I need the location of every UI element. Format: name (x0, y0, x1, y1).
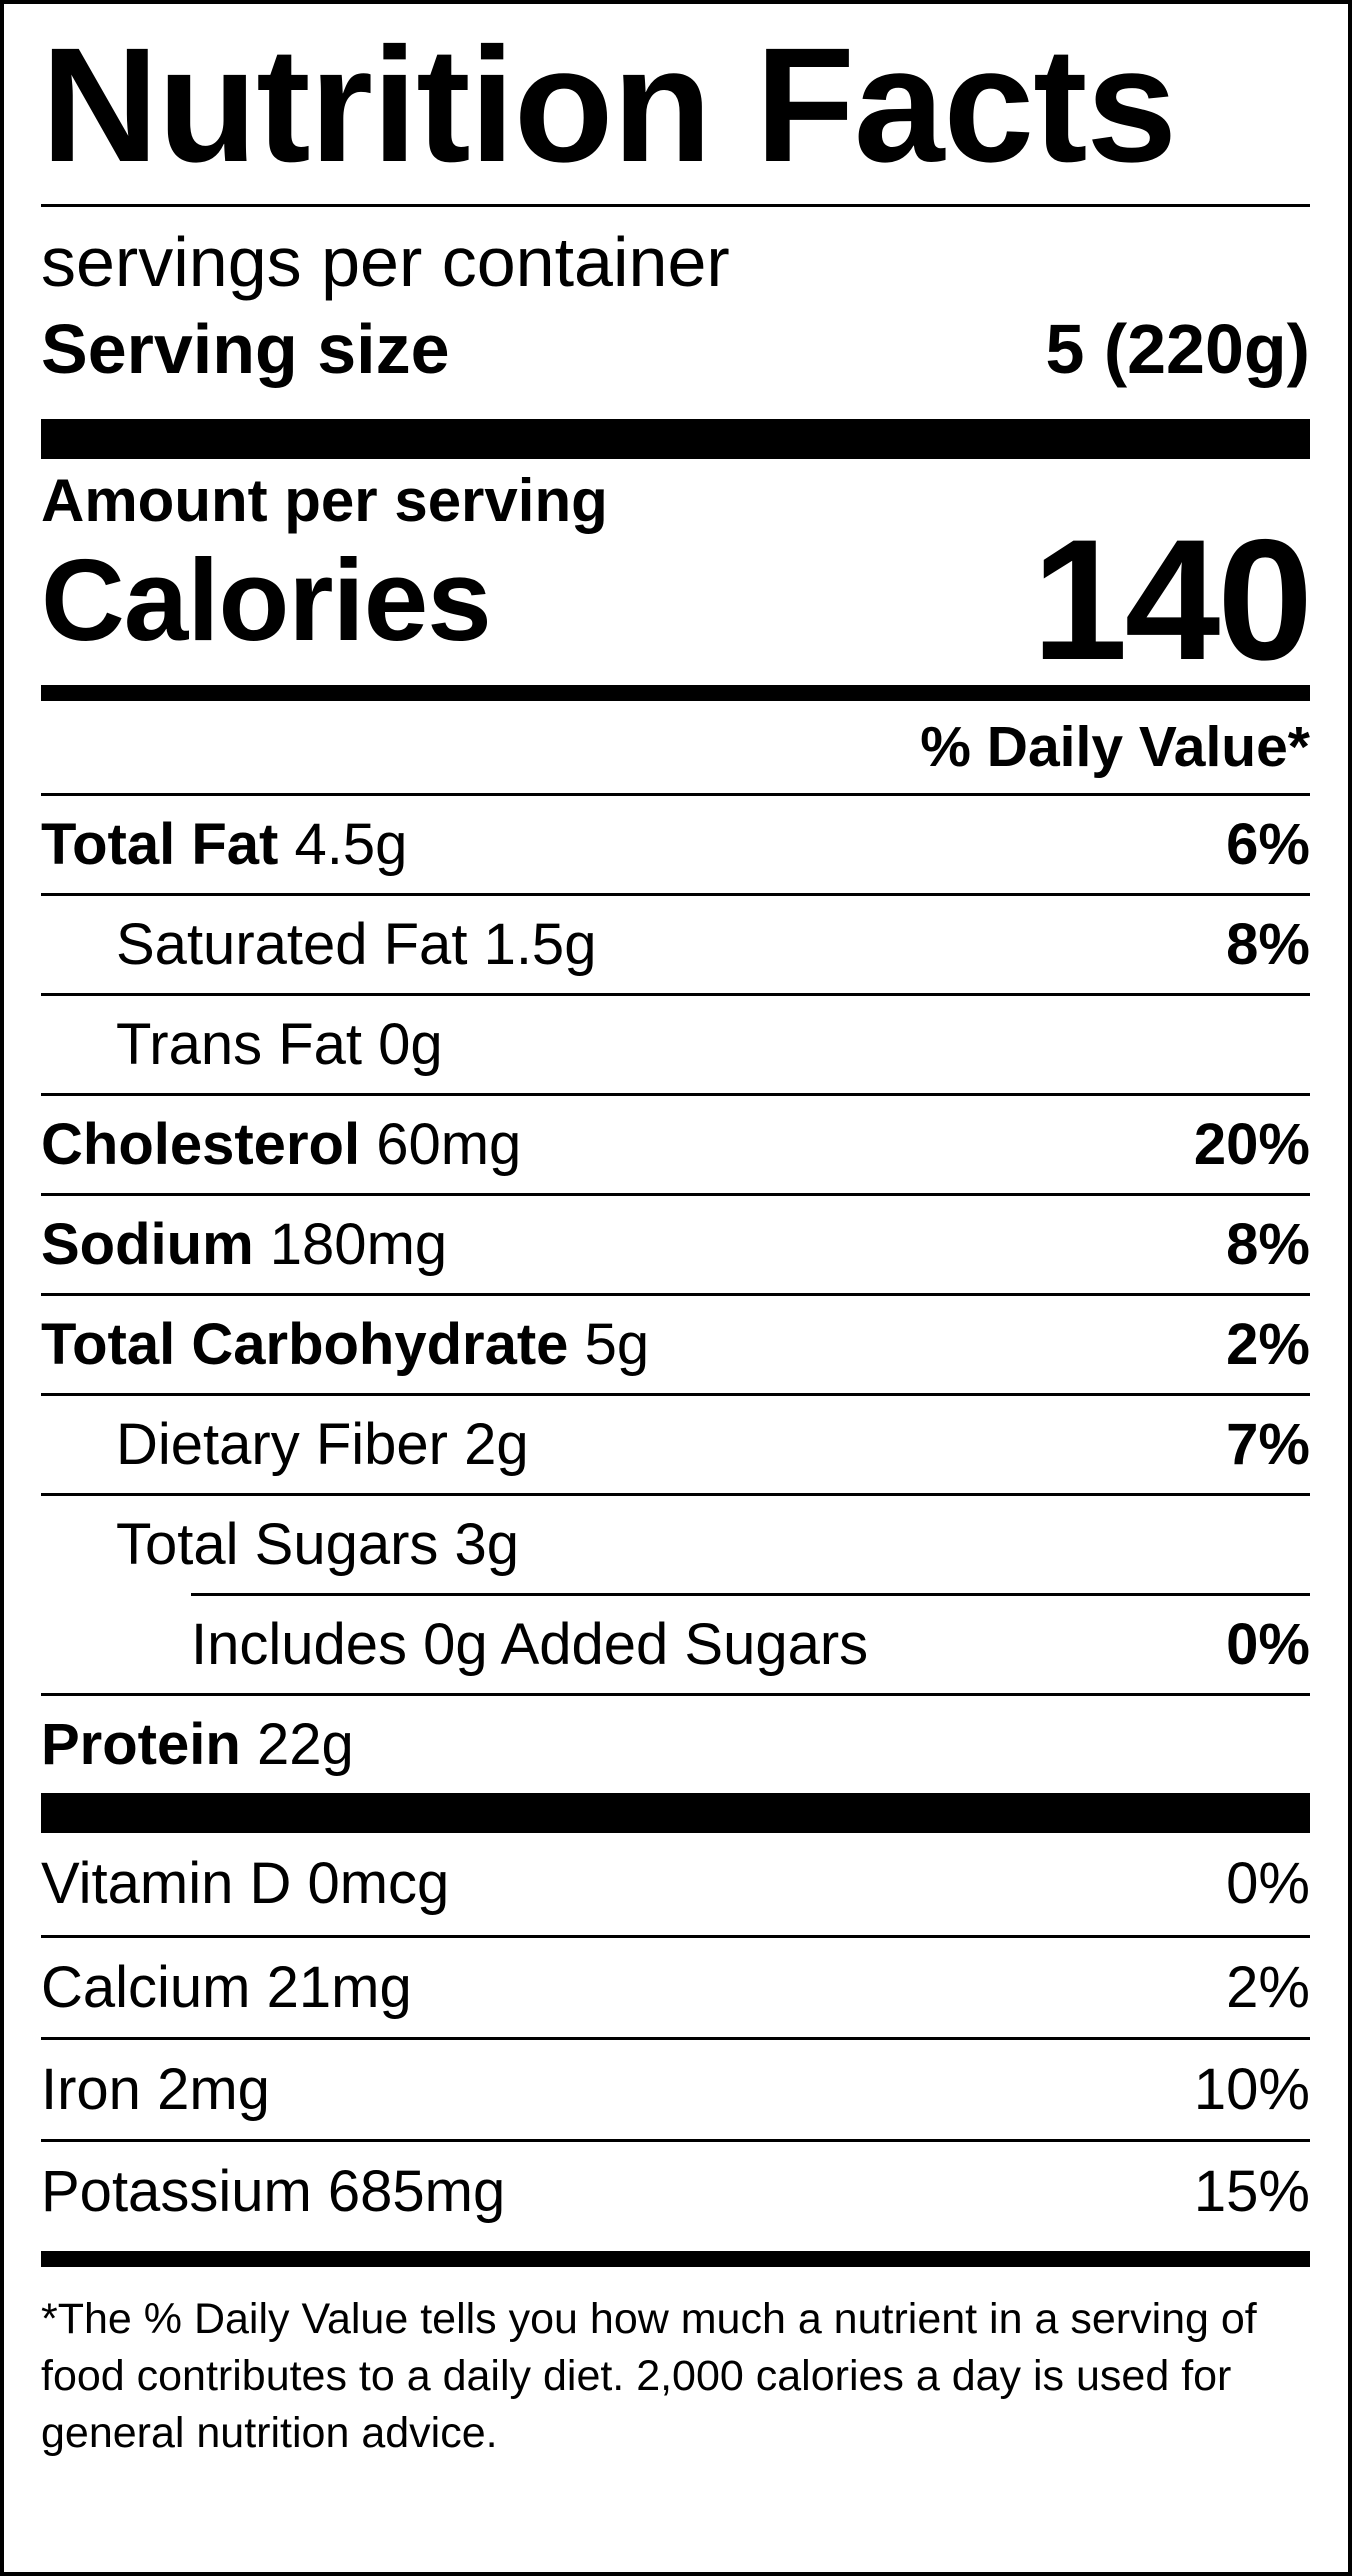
nutrient-amount: 4.5g (294, 811, 408, 877)
nutrient-daily-value: 8% (1226, 1211, 1310, 1277)
divider-medium (41, 2251, 1310, 2267)
vitamin-daily-value: 10% (1193, 2056, 1310, 2122)
nutrient-daily-value: 6% (1226, 811, 1310, 877)
nutrient-amount: 22g (256, 1711, 354, 1777)
nutrient-daily-value: 2% (1226, 1311, 1310, 1377)
nutrient-row-added-sugars: Includes 0g Added Sugars 0% (191, 1593, 1310, 1693)
vitamin-amount: 0mcg (307, 1851, 450, 1916)
nutrient-name: Total Sugars (116, 1511, 439, 1577)
nutrient-amount: 60mg (376, 1111, 522, 1177)
nutrient-name: Total Carbohydrate (41, 1311, 569, 1377)
vitamin-name: Potassium (41, 2158, 312, 2224)
nutrient-amount: 2g (464, 1411, 529, 1477)
vitamin-row-iron: Iron 2mg 10% (41, 2037, 1310, 2139)
nutrient-name: Trans Fat (116, 1011, 363, 1077)
calories-value: 140 (1032, 504, 1313, 696)
nutrient-row-protein: Protein 22g (41, 1693, 1310, 1793)
footnote: *The % Daily Value tells you how much a … (41, 2295, 1257, 2458)
nutrient-daily-value: 7% (1226, 1411, 1310, 1477)
vitamin-amount: 2mg (157, 2056, 270, 2122)
nutrient-name: Total Fat (41, 811, 279, 877)
nutrient-name: Cholesterol (41, 1111, 361, 1177)
servings-per-container: servings per container (41, 223, 730, 301)
divider-thin (41, 204, 1310, 207)
vitamin-name: Vitamin D (41, 1851, 292, 1916)
nutrient-row-dietary-fiber: Dietary Fiber 2g 7% (41, 1393, 1310, 1493)
nutrient-amount: 5g (584, 1311, 650, 1377)
vitamin-row-vitamin-d: Vitamin D 0mcg 0% (41, 1833, 1310, 1935)
amount-per-serving: Amount per serving (41, 467, 608, 534)
nutrient-row-sodium: Sodium 180mg 8% (41, 1193, 1310, 1293)
nutrient-row-total-fat: Total Fat 4.5g 6% (41, 793, 1310, 893)
nutrient-row-saturated-fat: Saturated Fat 1.5g 8% (41, 893, 1310, 993)
nutrient-name: Sodium (41, 1211, 254, 1277)
serving-size-label: Serving size (41, 310, 450, 388)
vitamin-daily-value: 15% (1193, 2158, 1310, 2224)
serving-size-value: 5 (220g) (1045, 310, 1310, 388)
nutrient-daily-value: 0% (1226, 1611, 1310, 1677)
nutrient-name: Protein (41, 1711, 241, 1777)
calories-label: Calories (41, 535, 492, 665)
vitamin-row-potassium: Potassium 685mg 15% (41, 2139, 1310, 2241)
vitamin-daily-value: 0% (1226, 1851, 1310, 1916)
nutrient-amount: 1.5g (483, 911, 597, 977)
serving-size-row: Serving size 5 (220g) (41, 301, 1310, 397)
vitamin-row-calcium: Calcium 21mg 2% (41, 1935, 1310, 2037)
nutrient-row-total-carbohydrate: Total Carbohydrate 5g 2% (41, 1293, 1310, 1393)
calories-row: Calories 140 (41, 514, 1313, 686)
divider-thick (41, 419, 1310, 459)
divider-thick (41, 1793, 1310, 1833)
nutrient-amount: 3g (454, 1511, 520, 1577)
nutrient-daily-value: 8% (1226, 911, 1310, 977)
vitamin-amount: 685mg (327, 2158, 506, 2224)
daily-value-header: % Daily Value* (920, 715, 1310, 779)
vitamin-daily-value: 2% (1226, 1954, 1310, 2020)
nutrient-daily-value: 20% (1193, 1111, 1310, 1177)
vitamin-amount: 21mg (266, 1954, 412, 2020)
divider-medium (41, 685, 1310, 701)
nutrient-name: Includes 0g Added Sugars (191, 1611, 869, 1677)
vitamin-name: Calcium (41, 1954, 251, 2020)
nutrient-row-cholesterol: Cholesterol 60mg 20% (41, 1093, 1310, 1193)
nutrient-amount: 180mg (269, 1211, 448, 1277)
label-title: Nutrition Facts (41, 12, 1177, 196)
nutrient-name: Dietary Fiber (116, 1411, 448, 1477)
vitamin-name: Iron (41, 2056, 141, 2122)
nutrient-amount: 0g (378, 1011, 443, 1077)
nutrient-row-total-sugars: Total Sugars 3g (41, 1493, 1310, 1593)
nutrient-name: Saturated Fat (116, 911, 468, 977)
nutrient-row-trans-fat: Trans Fat 0g (41, 993, 1310, 1093)
